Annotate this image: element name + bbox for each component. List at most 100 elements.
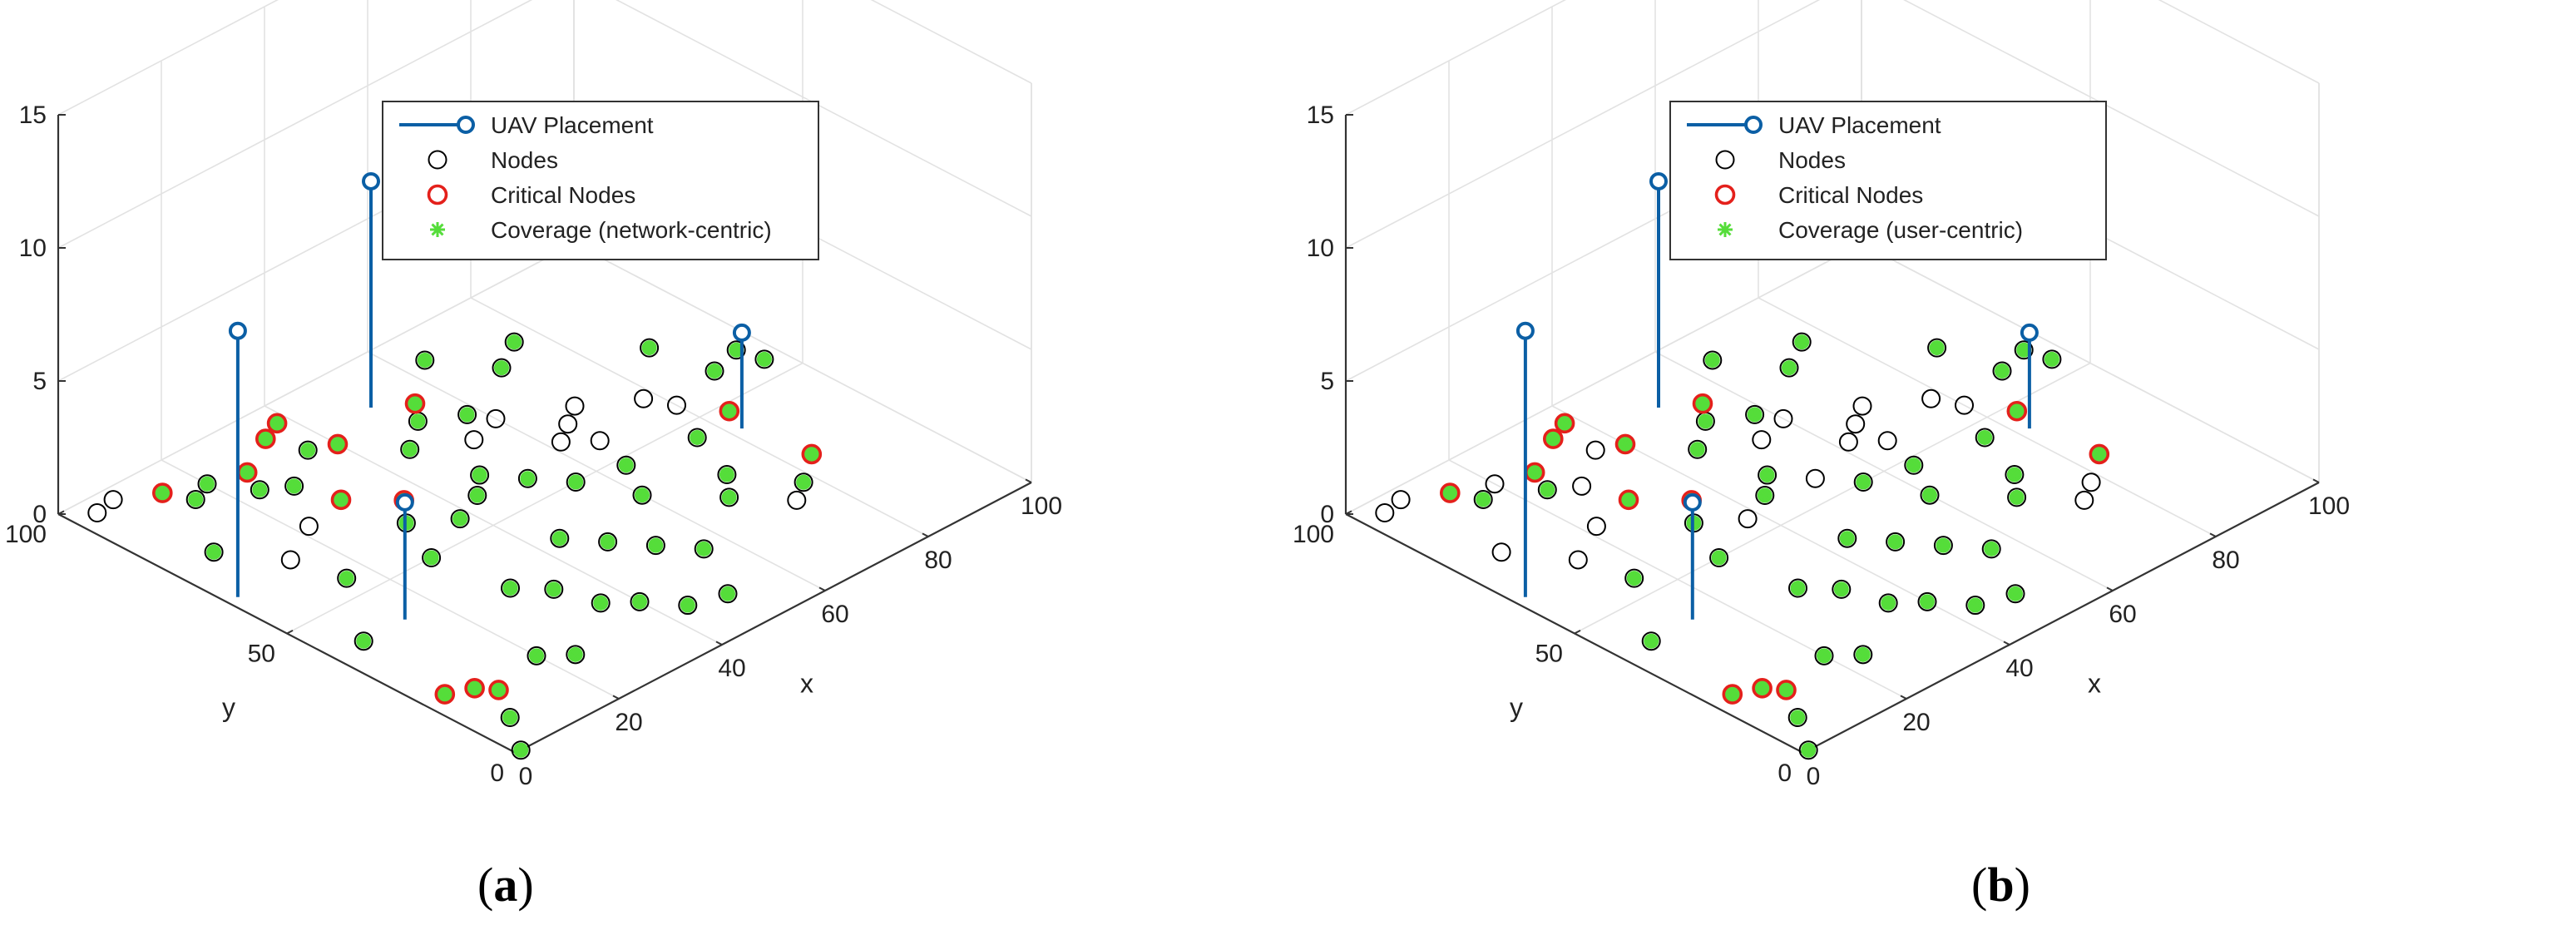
coverage-marker xyxy=(1889,536,1901,548)
y-tick-label: 0 xyxy=(490,759,504,787)
node-marker xyxy=(1779,358,1799,378)
coverage-marker xyxy=(1529,466,1541,478)
legend-uav-marker xyxy=(1744,116,1763,134)
node-marker xyxy=(1773,408,1793,428)
coverage-marker-stroke xyxy=(1478,494,1489,505)
coverage-marker xyxy=(634,596,645,608)
coverage-marker-stroke xyxy=(493,685,504,695)
node-marker xyxy=(565,396,585,416)
x-tick-label: 100 xyxy=(2308,492,2350,520)
coverage-marker xyxy=(531,650,542,662)
node-marker xyxy=(527,646,546,665)
critical-node-marker xyxy=(2089,443,2110,465)
coverage-marker-stroke xyxy=(759,354,770,365)
node-marker xyxy=(1838,432,1858,452)
coverage-marker-stroke xyxy=(1713,552,1724,563)
y-tick-label: 0 xyxy=(1777,759,1792,787)
x-tick-label: 20 xyxy=(615,709,642,736)
coverage-marker-stroke xyxy=(426,552,437,563)
critical-node-marker xyxy=(1554,413,1575,434)
node-marker xyxy=(1491,542,1511,562)
coverage-marker-stroke xyxy=(1548,433,1559,444)
coverage-marker xyxy=(438,688,451,700)
coverage-marker xyxy=(730,344,743,356)
coverage-marker xyxy=(340,572,353,585)
coverage-marker xyxy=(473,469,486,482)
y-tick-label: 100 xyxy=(5,521,47,548)
node-marker xyxy=(1745,404,1765,424)
coverage-marker-stroke xyxy=(474,469,485,481)
coverage-marker-stroke xyxy=(596,597,606,608)
node-marker xyxy=(1975,428,1995,448)
node-marker xyxy=(640,338,660,358)
legend-box xyxy=(1669,101,2107,260)
x-axis-title: x xyxy=(2088,669,2101,699)
coverage-marker xyxy=(1835,583,1847,596)
coverage-marker-stroke xyxy=(242,467,253,478)
coverage-marker-stroke xyxy=(1938,540,1949,551)
coverage-marker xyxy=(208,546,220,558)
coverage-marker-stroke xyxy=(724,406,734,417)
coverage-marker xyxy=(1706,354,1718,366)
z-tick-label: 15 xyxy=(19,101,47,129)
x-tick-label: 20 xyxy=(1902,709,1930,736)
x-tick-label: 100 xyxy=(1021,492,1062,520)
coverage-marker xyxy=(1792,711,1804,724)
node-marker xyxy=(1792,332,1812,352)
coverage-marker-stroke xyxy=(332,438,344,450)
coverage-marker-stroke xyxy=(722,588,734,599)
coverage-marker-stroke xyxy=(1619,438,1631,450)
coverage-marker xyxy=(409,398,421,410)
coverage-marker xyxy=(1748,408,1761,421)
x-tick-label: 60 xyxy=(821,601,848,628)
coverage-marker xyxy=(1758,489,1771,502)
coverage-marker-stroke xyxy=(516,745,527,755)
coverage-marker xyxy=(681,599,694,611)
panel-a: 020406080100050100051015xyzUAV Placement… xyxy=(0,0,1062,912)
node-marker xyxy=(754,349,774,369)
critical-node-marker xyxy=(1722,684,1743,705)
node-marker xyxy=(1832,579,1852,599)
x-axis-line xyxy=(1802,482,2320,754)
coverage-marker-stroke xyxy=(1542,484,1553,495)
coverage-marker-stroke xyxy=(650,540,661,551)
coverage-marker xyxy=(454,512,467,525)
node-marker xyxy=(103,490,123,510)
x-tick-label: 0 xyxy=(519,763,533,790)
coverage-marker-stroke xyxy=(1980,432,1990,443)
node-marker xyxy=(1814,646,1834,665)
node-marker xyxy=(500,708,520,728)
node-marker xyxy=(1709,548,1729,567)
coverage-marker-stroke xyxy=(1797,337,1807,348)
node-marker xyxy=(1586,517,1606,537)
node-marker xyxy=(197,474,217,494)
chart-b: 020406080100050100051015xyzUAV Placement… xyxy=(1288,0,2350,790)
coverage-marker-stroke xyxy=(289,481,299,492)
coverage-marker xyxy=(335,493,347,506)
node-marker xyxy=(415,350,435,370)
node-marker xyxy=(2081,472,2101,492)
node-marker xyxy=(470,465,490,485)
critical-node-marker xyxy=(1614,433,1636,455)
node-marker xyxy=(1920,485,1940,505)
coverage-marker-stroke xyxy=(1803,745,1814,755)
node-marker xyxy=(486,408,506,428)
coverage-marker-stroke xyxy=(621,460,631,471)
coverage-marker-stroke xyxy=(1931,342,1942,354)
node-marker xyxy=(678,596,698,616)
coverage-marker-stroke xyxy=(570,649,581,660)
uav-marker xyxy=(228,321,247,340)
node-marker xyxy=(630,591,650,611)
node-marker xyxy=(501,578,520,598)
legend-label: Coverage (user-centric) xyxy=(1778,217,2023,243)
node-marker xyxy=(280,550,300,570)
coverage-marker xyxy=(2010,491,2023,503)
coverage-marker-stroke xyxy=(496,363,507,374)
coverage-marker xyxy=(1802,744,1815,756)
node-marker xyxy=(558,414,578,434)
coverage-marker-stroke xyxy=(1646,636,1657,646)
coverage-marker xyxy=(620,459,632,472)
coverage-marker xyxy=(1931,342,1943,354)
node-marker xyxy=(284,476,304,496)
coverage-marker-stroke xyxy=(709,365,720,377)
